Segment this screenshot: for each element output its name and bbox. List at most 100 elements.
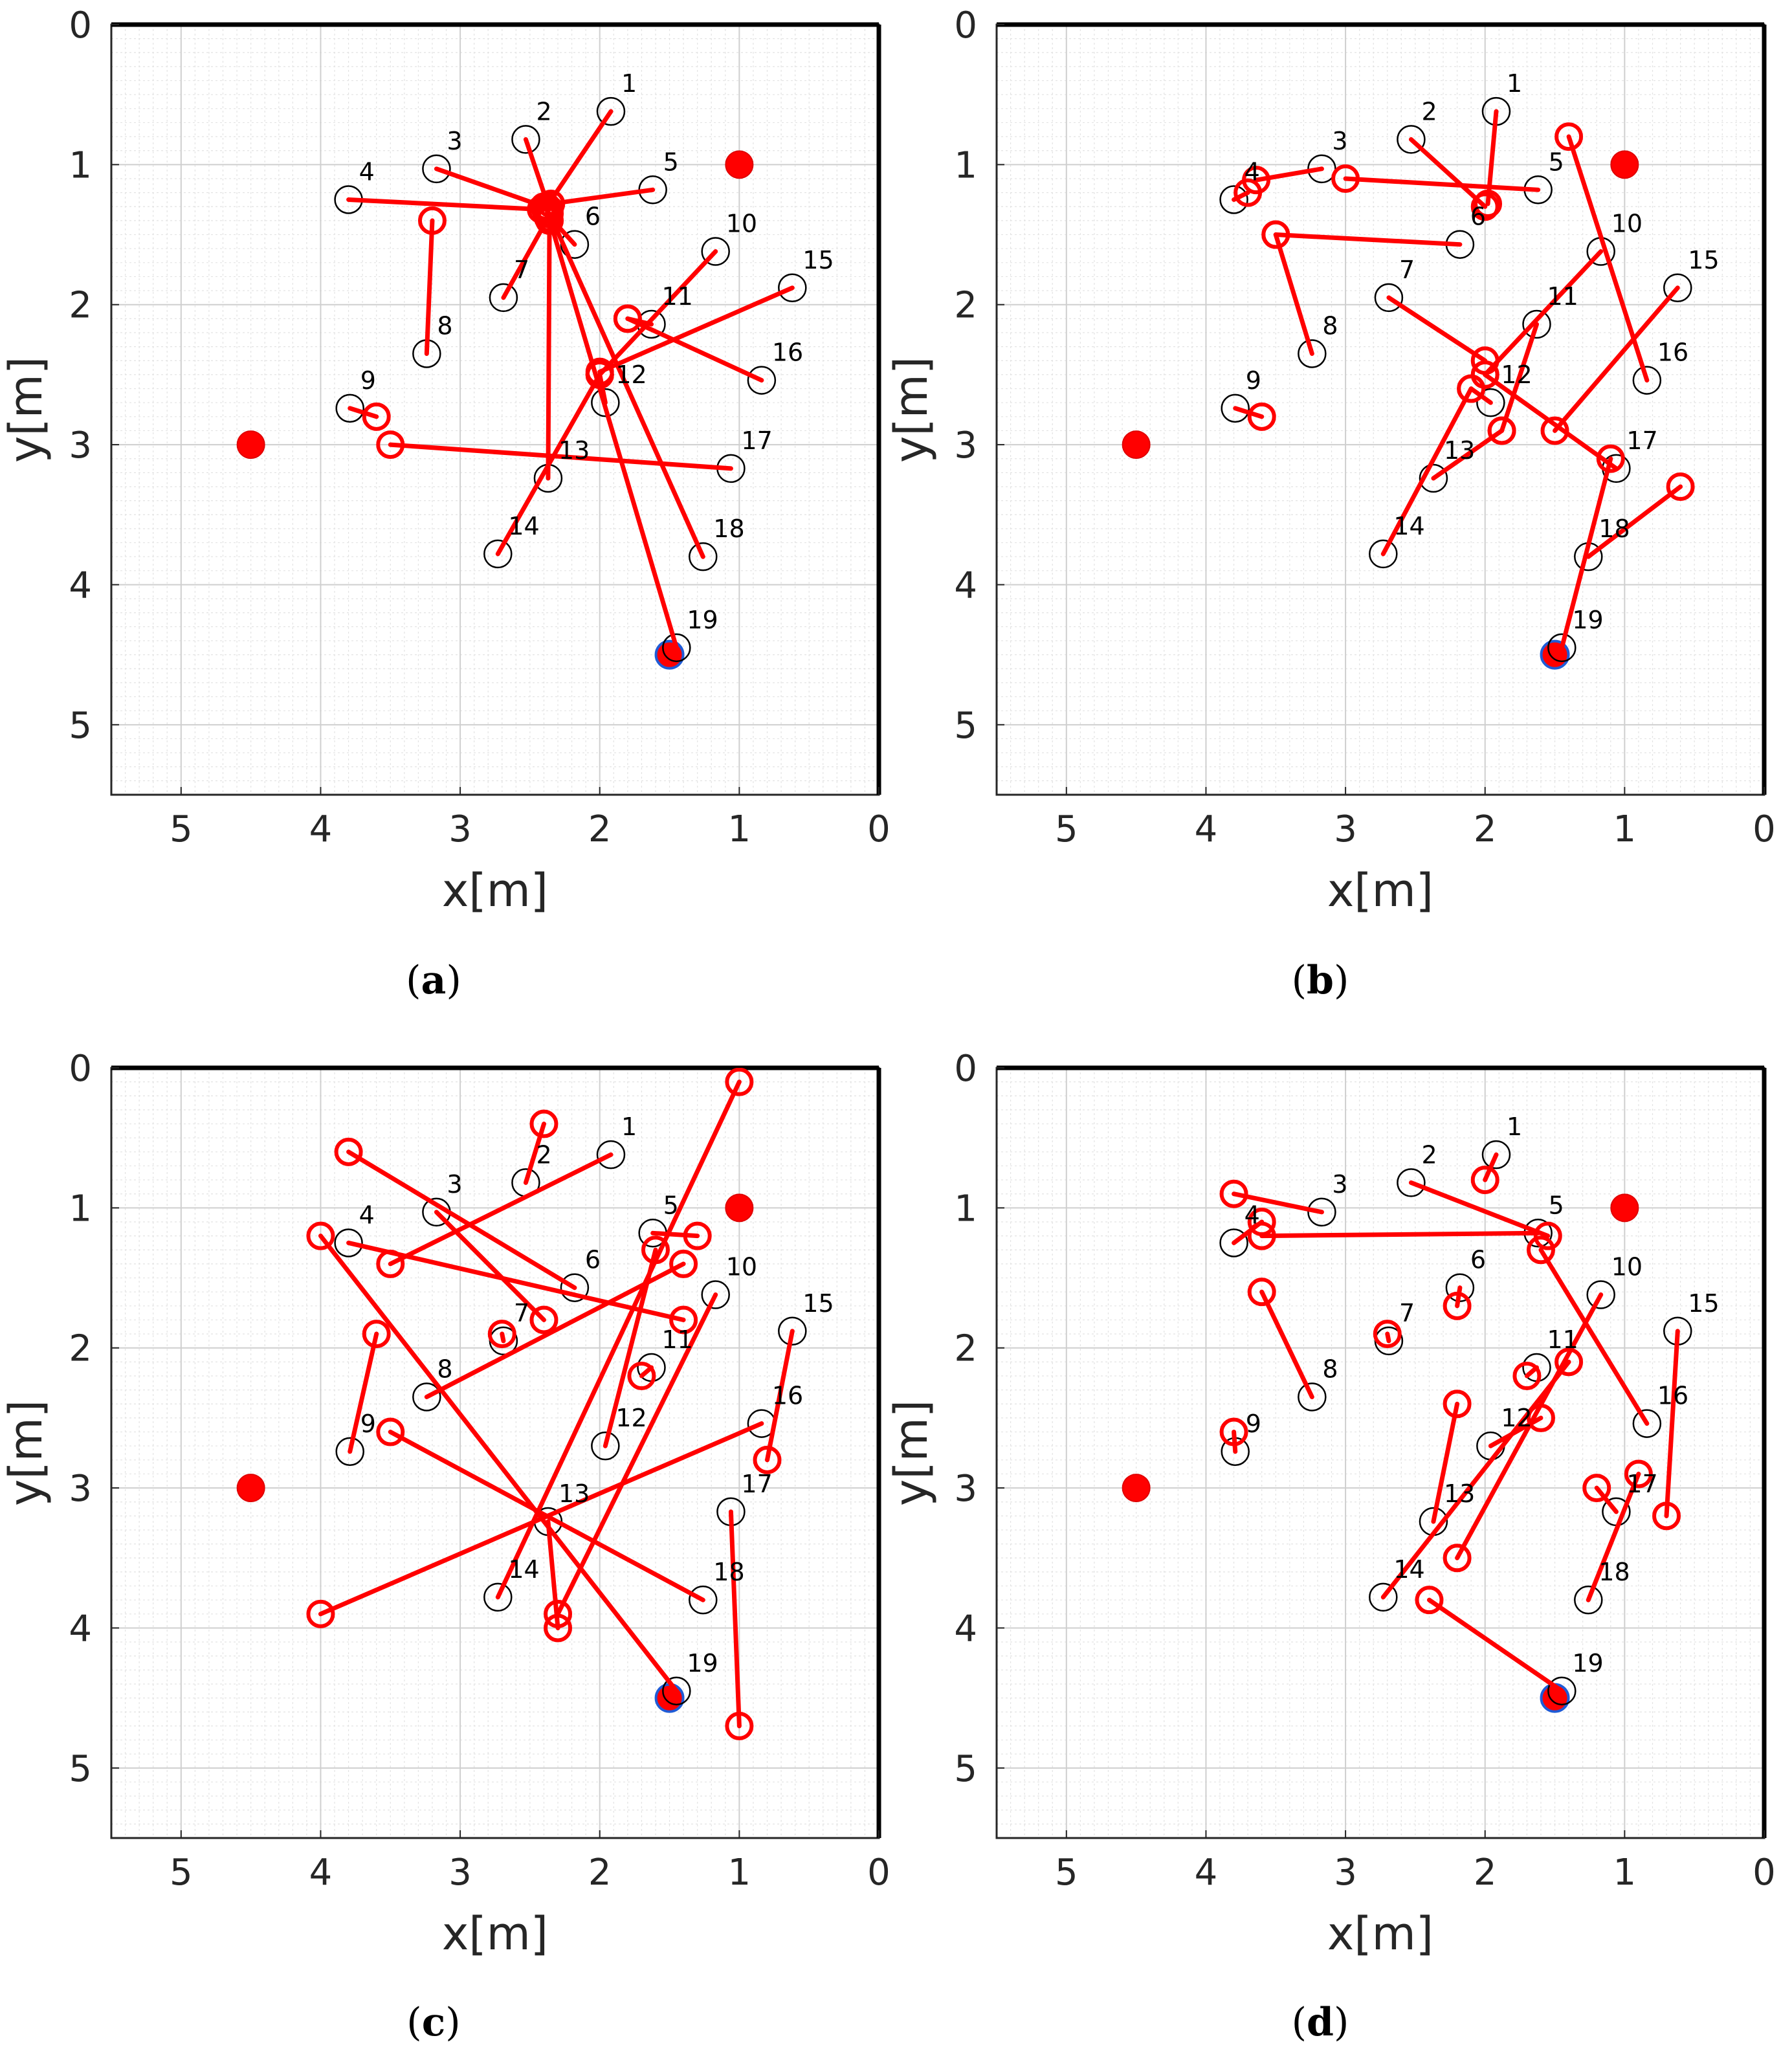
panel-c-node-label-8: 8 <box>437 1355 452 1383</box>
panel-c-node-label-5: 5 <box>663 1191 679 1219</box>
panel-a-error-line-5 <box>548 187 656 206</box>
panel-d-true-node-4 <box>1219 1228 1248 1257</box>
panel-d-estimate-19 <box>1415 1586 1444 1615</box>
panel-c-true-node-6 <box>560 1273 590 1302</box>
panel-a-error-line-8 <box>424 218 435 356</box>
panel-b-estimate-1 <box>1474 189 1503 218</box>
panel-b-node-label-10: 10 <box>1611 210 1643 238</box>
panel-c-y-tick-label: 2 <box>69 1328 92 1370</box>
panel-a-true-node-15 <box>778 273 807 303</box>
panel-c-node-label-16: 16 <box>772 1382 803 1410</box>
panel-d-estimate-15 <box>1652 1501 1681 1531</box>
panel-d-marks <box>1122 1140 1692 1713</box>
panel-c-node-label-11: 11 <box>662 1325 693 1354</box>
panel-c-true-node-14 <box>483 1582 513 1612</box>
panel-a-y-tick-label: 3 <box>69 425 92 467</box>
panel-d-estimate-8 <box>1247 1278 1276 1307</box>
panel-d-true-node-8 <box>1298 1382 1327 1412</box>
panel-c-anchor-point <box>236 1474 265 1503</box>
panel-c-error-line-5 <box>650 1230 700 1239</box>
panel-c-true-node-15 <box>778 1316 807 1346</box>
panel-d-estimate-2 <box>1533 1221 1562 1250</box>
panel-a-error-line-14 <box>495 372 603 557</box>
panel-b-true-node-7 <box>1374 283 1404 313</box>
panel-b-node-label-8: 8 <box>1322 311 1338 340</box>
panel-a-error-line-1 <box>544 109 614 209</box>
panel-b-y-tick-label: 1 <box>954 144 977 186</box>
panel-a-node-label-5: 5 <box>663 148 679 176</box>
panel-a-error-line-10 <box>597 249 718 377</box>
panel-c-y-tick-label: 4 <box>69 1608 92 1650</box>
panel-a-minor-grid <box>111 25 879 795</box>
panel-a-y-tick-label: 5 <box>69 705 92 747</box>
panel-a-estimate-17 <box>376 430 405 460</box>
panel-c-node-label-14: 14 <box>508 1555 539 1584</box>
panel-c-estimate-11 <box>627 1362 656 1390</box>
panel-b-y-tick-label: 3 <box>954 425 977 467</box>
panel-b-estimate-8 <box>1261 220 1290 249</box>
panel-a-true-node-7 <box>489 283 518 313</box>
panel-a-anchor-point <box>236 430 265 460</box>
panel-c-estimate-13 <box>544 1613 573 1643</box>
panel-a-node-label-8: 8 <box>437 311 452 340</box>
panel-b-true-node-4 <box>1219 185 1248 214</box>
panel-d-error-line-8 <box>1259 1289 1314 1399</box>
panel-d-x-tick-label: 5 <box>1055 1852 1078 1894</box>
panel-d-node-label-4: 4 <box>1244 1201 1260 1229</box>
panel-c-anchor-point <box>725 1193 754 1223</box>
panel-a-node-label-14: 14 <box>508 512 539 540</box>
panel-d-estimate-1 <box>1470 1166 1499 1195</box>
panel-c-true-node-4 <box>334 1228 363 1257</box>
panel-c-x-axis-label: x[m] <box>442 1907 548 1960</box>
panel-c-plot-area <box>111 1068 879 1838</box>
panel-b-estimate-16 <box>1554 122 1584 151</box>
panel-d-node-label-16: 16 <box>1657 1382 1688 1410</box>
panel-d-error-line-6 <box>1455 1285 1463 1309</box>
panel-c-node-label-3: 3 <box>447 1170 462 1199</box>
panel-b-true-node-15 <box>1663 273 1692 303</box>
panel-c-node-label-10: 10 <box>726 1253 757 1281</box>
panel-d-node-label-9: 9 <box>1246 1410 1261 1438</box>
panel-c-true-node-18 <box>689 1585 718 1615</box>
panel-a-x-tick-label: 5 <box>170 808 193 850</box>
panel-c-true-node-8 <box>412 1382 441 1412</box>
panel-b-true-node-19 <box>1547 633 1576 663</box>
panel-d-node-label-6: 6 <box>1470 1246 1486 1274</box>
panel-b-estimate-5 <box>1331 164 1360 193</box>
panel-d-node-label-1: 1 <box>1507 1113 1522 1141</box>
panel-a-node-label-12: 12 <box>615 360 647 389</box>
panel-d-true-node-16 <box>1632 1409 1662 1438</box>
panel-b-true-node-8 <box>1298 339 1327 368</box>
panel-b-node-label-3: 3 <box>1332 127 1347 155</box>
panel-a-node-label-2: 2 <box>536 97 551 126</box>
panel-d-x-tick-label: 2 <box>1474 1852 1497 1894</box>
panel-c-error-line-2 <box>523 1122 546 1185</box>
panel-d-true-node-18 <box>1574 1585 1603 1615</box>
panel-a-true-node-16 <box>747 366 777 395</box>
panel-a-node-label-17: 17 <box>741 426 772 455</box>
panel-d-error-line-17 <box>1594 1485 1619 1514</box>
panel-c-estimate-17 <box>725 1711 754 1740</box>
panel-c-node-label-13: 13 <box>559 1479 590 1508</box>
panel-a-node-label-3: 3 <box>447 127 462 155</box>
panel-a-node-label-7: 7 <box>514 256 529 284</box>
panel-b-error-line-5 <box>1343 176 1541 192</box>
panel-b-node-label-16: 16 <box>1657 338 1688 367</box>
panel-d-x-tick-label: 1 <box>1613 1852 1637 1894</box>
panel-d-error-line-19 <box>1426 1597 1564 1694</box>
panel-a-node-label-15: 15 <box>802 246 834 274</box>
panel-b-error-line-11 <box>1499 322 1540 433</box>
panel-a-estimate-8 <box>417 206 447 235</box>
panel-c-x-tick-label: 1 <box>728 1852 751 1894</box>
panel-b-error-line-8 <box>1273 232 1314 356</box>
panel-b-x-tick-label: 3 <box>1334 808 1357 850</box>
panel-d-y-axis-label: y[m] <box>885 1400 938 1506</box>
panel-a-y-tick-label: 1 <box>69 144 92 186</box>
panel-b-node-label-18: 18 <box>1598 515 1630 543</box>
panel-d-true-node-1 <box>1481 1140 1511 1169</box>
panel-a-x-tick-label: 0 <box>867 808 890 850</box>
